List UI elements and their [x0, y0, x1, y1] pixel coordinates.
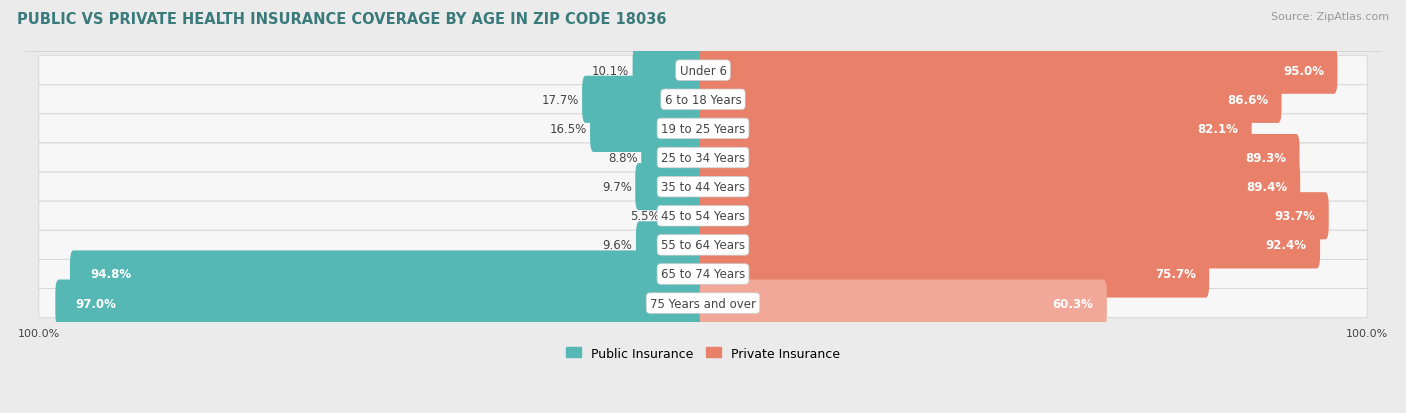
- FancyBboxPatch shape: [664, 193, 706, 240]
- Text: 92.4%: 92.4%: [1265, 239, 1306, 252]
- Text: 19 to 25 Years: 19 to 25 Years: [661, 123, 745, 135]
- Text: 45 to 54 Years: 45 to 54 Years: [661, 210, 745, 223]
- FancyBboxPatch shape: [700, 222, 1320, 269]
- Text: 25 to 34 Years: 25 to 34 Years: [661, 152, 745, 165]
- FancyBboxPatch shape: [700, 135, 1299, 182]
- Text: 89.3%: 89.3%: [1246, 152, 1286, 165]
- FancyBboxPatch shape: [636, 222, 706, 269]
- FancyBboxPatch shape: [39, 260, 1367, 289]
- Text: 16.5%: 16.5%: [550, 123, 586, 135]
- FancyBboxPatch shape: [700, 47, 1337, 95]
- FancyBboxPatch shape: [39, 289, 1367, 318]
- FancyBboxPatch shape: [39, 85, 1367, 114]
- FancyBboxPatch shape: [641, 135, 706, 182]
- Text: 86.6%: 86.6%: [1227, 94, 1268, 107]
- Text: PUBLIC VS PRIVATE HEALTH INSURANCE COVERAGE BY AGE IN ZIP CODE 18036: PUBLIC VS PRIVATE HEALTH INSURANCE COVER…: [17, 12, 666, 27]
- FancyBboxPatch shape: [700, 193, 1329, 240]
- FancyBboxPatch shape: [700, 280, 1107, 327]
- Text: 93.7%: 93.7%: [1275, 210, 1316, 223]
- Text: 75 Years and over: 75 Years and over: [650, 297, 756, 310]
- FancyBboxPatch shape: [700, 76, 1282, 123]
- Text: 97.0%: 97.0%: [76, 297, 117, 310]
- FancyBboxPatch shape: [39, 231, 1367, 260]
- FancyBboxPatch shape: [39, 114, 1367, 144]
- Text: 60.3%: 60.3%: [1053, 297, 1094, 310]
- FancyBboxPatch shape: [591, 106, 706, 153]
- Text: 89.4%: 89.4%: [1246, 181, 1286, 194]
- Legend: Public Insurance, Private Insurance: Public Insurance, Private Insurance: [561, 342, 845, 365]
- Text: 9.7%: 9.7%: [602, 181, 631, 194]
- FancyBboxPatch shape: [700, 164, 1301, 211]
- Text: 9.6%: 9.6%: [603, 239, 633, 252]
- FancyBboxPatch shape: [55, 280, 706, 327]
- FancyBboxPatch shape: [39, 57, 1367, 85]
- FancyBboxPatch shape: [633, 47, 706, 95]
- FancyBboxPatch shape: [70, 251, 706, 298]
- FancyBboxPatch shape: [700, 251, 1209, 298]
- Text: 35 to 44 Years: 35 to 44 Years: [661, 181, 745, 194]
- FancyBboxPatch shape: [700, 106, 1251, 153]
- FancyBboxPatch shape: [636, 164, 706, 211]
- Text: 6 to 18 Years: 6 to 18 Years: [665, 94, 741, 107]
- Text: 65 to 74 Years: 65 to 74 Years: [661, 268, 745, 281]
- Text: 82.1%: 82.1%: [1198, 123, 1239, 135]
- FancyBboxPatch shape: [39, 202, 1367, 231]
- Text: 10.1%: 10.1%: [592, 64, 630, 78]
- Text: 55 to 64 Years: 55 to 64 Years: [661, 239, 745, 252]
- FancyBboxPatch shape: [39, 144, 1367, 173]
- Text: 5.5%: 5.5%: [630, 210, 659, 223]
- Text: 95.0%: 95.0%: [1284, 64, 1324, 78]
- Text: 75.7%: 75.7%: [1154, 268, 1197, 281]
- Text: 94.8%: 94.8%: [90, 268, 131, 281]
- Text: 17.7%: 17.7%: [541, 94, 579, 107]
- Text: Under 6: Under 6: [679, 64, 727, 78]
- Text: Source: ZipAtlas.com: Source: ZipAtlas.com: [1271, 12, 1389, 22]
- FancyBboxPatch shape: [582, 76, 706, 123]
- FancyBboxPatch shape: [39, 173, 1367, 202]
- Text: 8.8%: 8.8%: [609, 152, 638, 165]
